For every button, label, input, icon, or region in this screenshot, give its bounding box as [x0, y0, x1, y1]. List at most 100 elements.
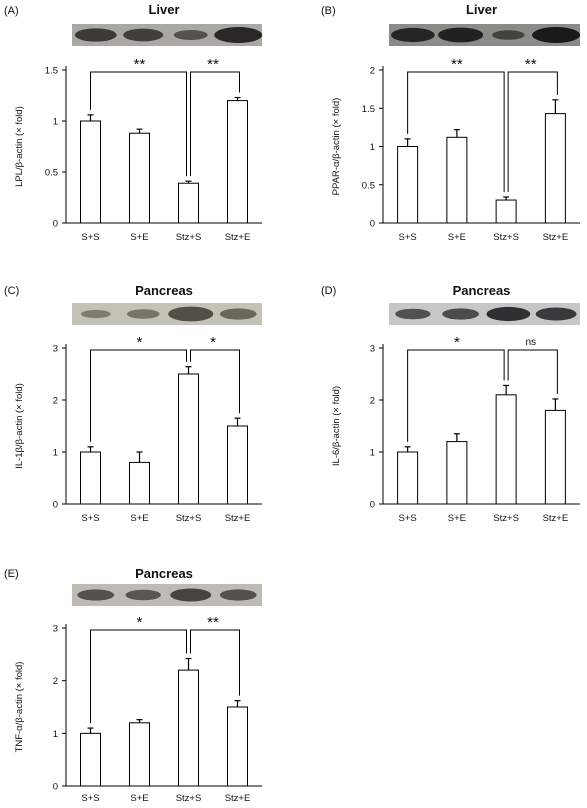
blot-background — [72, 584, 262, 606]
panel-title: Pancreas — [453, 283, 511, 298]
y-axis-label: PPAR-α/β-actin (× fold) — [331, 98, 342, 196]
y-tick-label: 3 — [53, 344, 58, 355]
significance-label: ** — [134, 56, 146, 73]
significance-bracket — [90, 349, 187, 442]
blot-band — [390, 27, 435, 43]
panel-label: (C) — [4, 285, 19, 297]
x-tick-label: S+E — [130, 793, 148, 804]
y-tick-label: 1 — [53, 729, 58, 740]
blot-band — [442, 308, 480, 320]
panel-label: (D) — [321, 285, 336, 297]
bar — [80, 732, 101, 787]
blot-band — [168, 306, 214, 322]
y-tick-label: 3 — [53, 624, 58, 635]
bar — [397, 451, 419, 505]
panel-title: Liver — [148, 2, 179, 17]
panel-label: (B) — [321, 5, 336, 17]
bar — [495, 199, 517, 224]
significance-bracket — [190, 349, 240, 414]
blot-band — [77, 589, 115, 601]
x-tick-label: Stz+S — [493, 513, 519, 524]
y-axis-label: LPL/β-actin (× fold) — [14, 106, 25, 187]
blot-band — [395, 308, 431, 320]
significance-bracket — [407, 349, 505, 442]
blot-band — [126, 309, 160, 319]
y-tick-label: 2 — [370, 396, 375, 407]
y-axis-label: IL-6/β-actin (× fold) — [331, 386, 342, 466]
chart-panel-c: (C) Pancreas 0 1 2 3 IL-1β/β-actin (× fold) S+S… — [4, 283, 262, 524]
x-tick-label: S+E — [130, 513, 148, 524]
significance-bracket — [90, 629, 187, 724]
panel-label: (A) — [4, 5, 19, 17]
x-tick-label: S+E — [448, 513, 466, 524]
western-blot-image — [389, 24, 581, 46]
x-tick-label: S+S — [399, 513, 417, 524]
western-blot-image — [389, 303, 580, 325]
significance-bracket — [507, 349, 558, 394]
x-tick-label: S+S — [81, 793, 99, 804]
bar — [129, 722, 150, 787]
x-tick-label: S+S — [81, 513, 99, 524]
blot-band — [125, 589, 161, 601]
x-tick-label: Stz+E — [225, 513, 251, 524]
chart-panel-a: (A) Liver 0 0.5 1 1.5 LPL/β-actin (× fold) S+S S… — [4, 2, 263, 243]
x-tick-label: S+E — [130, 232, 148, 243]
bar — [495, 394, 517, 505]
significance-label: ** — [207, 56, 219, 73]
y-tick-label: 2 — [370, 66, 375, 77]
x-tick-label: Stz+E — [543, 513, 569, 524]
significance-label: ** — [451, 56, 463, 73]
western-blot-image — [72, 303, 262, 325]
blot-band — [492, 30, 525, 40]
western-blot-image — [72, 24, 263, 46]
blot-background — [72, 303, 262, 325]
significance-bracket — [90, 71, 187, 177]
y-tick-label: 1 — [53, 448, 58, 459]
significance-label: * — [137, 614, 143, 631]
bar — [446, 441, 468, 505]
significance-label: ** — [207, 614, 219, 631]
blot-band — [123, 28, 164, 42]
bar — [397, 146, 419, 224]
blot-band — [80, 309, 111, 319]
significance-bracket — [407, 71, 505, 192]
significance-label: * — [454, 334, 460, 351]
panel-label: (E) — [4, 568, 19, 580]
x-tick-label: Stz+S — [493, 232, 519, 243]
y-tick-label: 2 — [53, 396, 58, 407]
y-axis-label: TNF-α/β-actin (× fold) — [14, 662, 25, 753]
y-tick-label: 0 — [53, 219, 58, 230]
significance-bracket — [190, 71, 240, 177]
panel-title: Pancreas — [135, 566, 193, 581]
blot-band — [219, 589, 257, 601]
y-tick-label: 1.5 — [362, 104, 375, 115]
bar — [446, 136, 468, 224]
y-tick-label: 1 — [53, 117, 58, 128]
bar — [178, 669, 199, 787]
blot-background — [72, 24, 262, 46]
blot-band — [535, 307, 577, 321]
y-tick-label: 2 — [53, 676, 58, 687]
y-tick-label: 1 — [370, 448, 375, 459]
blot-band — [173, 30, 208, 40]
blot-band — [532, 27, 581, 43]
x-tick-label: Stz+S — [176, 793, 202, 804]
bar — [178, 182, 199, 224]
y-tick-label: 1 — [370, 142, 375, 153]
panel-title: Liver — [466, 2, 497, 17]
bar — [80, 120, 101, 224]
y-tick-label: 3 — [370, 344, 375, 355]
x-tick-label: S+S — [81, 232, 99, 243]
bar — [227, 425, 248, 505]
x-tick-label: S+E — [448, 232, 466, 243]
x-tick-label: Stz+S — [176, 232, 202, 243]
x-tick-label: S+S — [399, 232, 417, 243]
x-tick-label: Stz+E — [225, 232, 251, 243]
blot-band — [486, 306, 531, 322]
y-tick-label: 0 — [53, 500, 58, 511]
significance-label: * — [210, 334, 216, 351]
x-tick-label: Stz+E — [225, 793, 251, 804]
x-tick-label: Stz+S — [176, 513, 202, 524]
bar — [544, 113, 566, 224]
bar — [129, 461, 150, 505]
